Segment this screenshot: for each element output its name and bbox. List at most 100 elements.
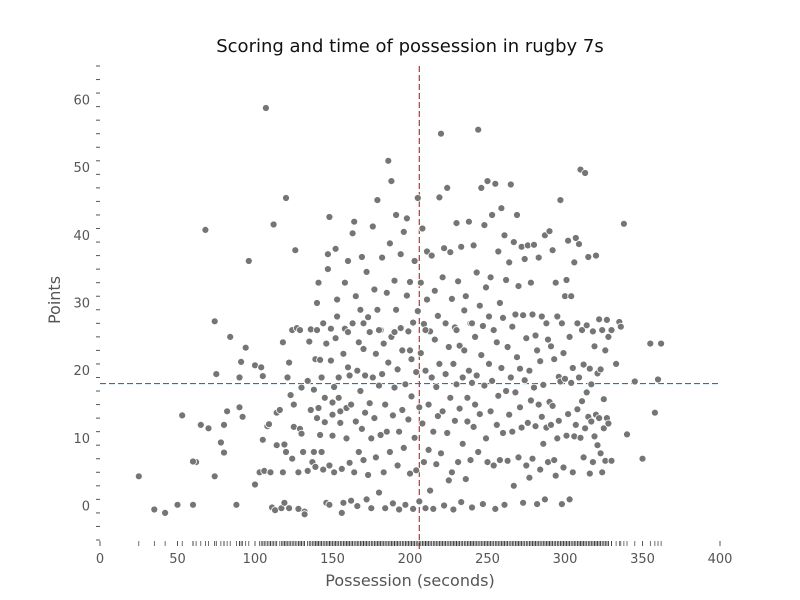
data-point	[371, 453, 380, 462]
data-point	[364, 313, 373, 322]
data-point	[506, 180, 515, 189]
data-point	[527, 396, 535, 405]
data-point	[282, 194, 290, 202]
data-point	[601, 346, 610, 355]
data-point	[314, 404, 323, 412]
data-point	[604, 419, 613, 428]
data-point	[558, 319, 566, 328]
data-point	[646, 339, 655, 348]
data-point	[596, 449, 605, 458]
scatter-points	[134, 104, 665, 519]
data-point	[537, 412, 546, 421]
data-point	[458, 373, 467, 382]
data-point	[280, 440, 289, 449]
data-point	[326, 324, 335, 333]
data-point	[429, 427, 438, 436]
data-point	[413, 194, 422, 202]
data-point	[508, 427, 517, 436]
data-point	[368, 373, 377, 382]
data-point	[251, 480, 259, 489]
data-point	[257, 363, 266, 372]
data-point	[387, 177, 396, 186]
data-point	[477, 183, 486, 192]
data-point	[406, 278, 414, 286]
data-point	[333, 312, 342, 321]
data-point	[381, 400, 390, 409]
data-point	[525, 366, 534, 375]
data-point	[294, 468, 303, 477]
data-point	[466, 456, 475, 465]
data-point	[378, 253, 387, 262]
data-point	[178, 411, 187, 420]
data-point	[595, 414, 603, 423]
data-point	[528, 310, 537, 319]
data-point	[359, 456, 368, 465]
data-point	[424, 445, 433, 454]
data-point	[547, 342, 555, 351]
data-point	[347, 496, 356, 505]
data-point	[607, 456, 616, 465]
data-point	[316, 431, 325, 439]
data-point	[571, 234, 580, 242]
data-point	[278, 338, 287, 347]
data-point	[468, 503, 476, 512]
x-tick-label: 350	[630, 552, 655, 567]
data-point	[443, 429, 452, 437]
data-point	[539, 439, 548, 448]
data-point	[511, 310, 520, 319]
data-point	[334, 373, 343, 382]
data-point	[585, 364, 594, 373]
data-point	[390, 276, 399, 285]
data-point	[458, 439, 467, 448]
data-point	[598, 326, 607, 335]
data-point	[378, 370, 387, 379]
data-point	[210, 472, 219, 481]
data-point	[492, 338, 501, 347]
data-point	[596, 365, 605, 374]
data-point	[536, 465, 545, 474]
data-point	[407, 392, 416, 401]
data-point	[485, 312, 493, 321]
data-point	[449, 359, 458, 368]
data-point	[319, 319, 328, 328]
data-point	[547, 420, 555, 429]
data-point	[469, 241, 478, 250]
data-point	[388, 499, 397, 508]
data-point	[554, 416, 563, 425]
data-point	[399, 443, 408, 452]
data-point	[455, 404, 464, 413]
data-point	[534, 253, 543, 262]
data-point	[362, 495, 371, 504]
data-point	[482, 283, 490, 292]
data-point	[502, 387, 511, 395]
data-point	[375, 381, 383, 390]
data-point	[429, 504, 438, 513]
data-point	[593, 441, 602, 450]
data-point	[567, 292, 576, 301]
data-point	[527, 278, 535, 287]
data-point	[421, 326, 430, 335]
data-point	[412, 466, 421, 475]
data-point	[286, 391, 295, 400]
data-point	[537, 312, 546, 321]
data-point	[438, 407, 447, 416]
data-point	[370, 414, 379, 423]
data-point	[497, 204, 506, 213]
data-point	[313, 299, 321, 307]
y-tick-label: 30	[73, 297, 90, 312]
y-axis-label: Points	[45, 276, 64, 324]
data-point	[478, 322, 487, 330]
data-point	[576, 433, 585, 442]
data-point	[568, 364, 577, 372]
data-point	[370, 285, 379, 294]
data-point	[550, 456, 559, 465]
data-point	[509, 238, 518, 247]
data-point	[536, 357, 545, 366]
chart-title: Scoring and time of possession in rugby …	[216, 36, 604, 57]
x-tick-label: 250	[475, 552, 500, 567]
data-point	[344, 257, 352, 265]
data-point	[578, 326, 586, 335]
data-point	[657, 339, 665, 348]
data-point	[212, 370, 221, 379]
data-point	[311, 462, 320, 471]
